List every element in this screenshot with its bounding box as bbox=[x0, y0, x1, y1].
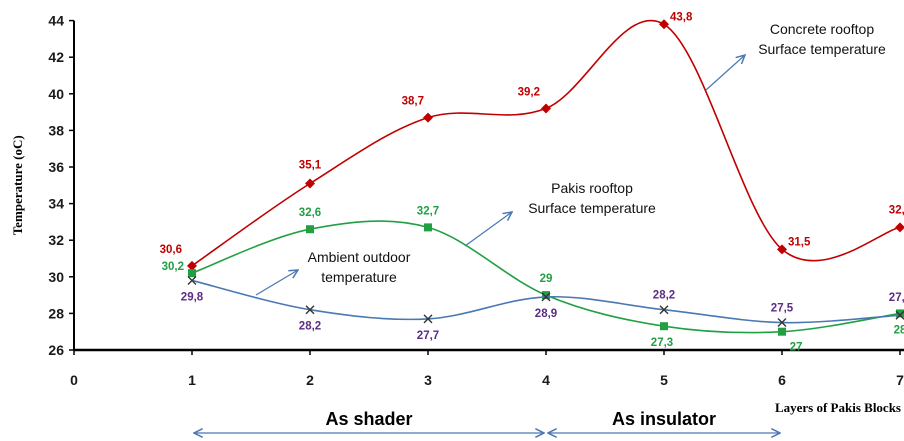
annotation-ambient: Ambient outdoor bbox=[308, 249, 411, 265]
annotation-arrow-ambient bbox=[255, 270, 298, 296]
data-label-ambient: 28,2 bbox=[299, 321, 321, 333]
x-tick-label: 5 bbox=[660, 372, 668, 388]
data-point-ambient bbox=[187, 275, 197, 285]
data-point-pakis bbox=[542, 291, 550, 300]
data-label-ambient: 28,9 bbox=[535, 308, 557, 320]
data-point-ambient bbox=[541, 292, 551, 302]
y-tick-label: 36 bbox=[48, 159, 64, 175]
data-point-concrete bbox=[777, 244, 787, 255]
data-label-ambient: 27,5 bbox=[771, 303, 794, 315]
data-label-concrete: 35,1 bbox=[299, 159, 322, 171]
data-label-pakis: 28 bbox=[894, 324, 904, 336]
data-label-concrete: 31,5 bbox=[788, 236, 811, 248]
y-tick-label: 30 bbox=[48, 269, 64, 285]
annotation-concrete: Concrete rooftop bbox=[770, 21, 874, 37]
data-label-pakis: 27 bbox=[790, 342, 803, 354]
data-label-ambient: 28,2 bbox=[653, 290, 675, 302]
annotation-arrow-concrete bbox=[705, 55, 745, 91]
data-point-concrete bbox=[423, 112, 433, 123]
data-point-pakis bbox=[424, 223, 432, 232]
y-tick-label: 38 bbox=[48, 122, 64, 138]
x-tick-label: 1 bbox=[188, 372, 196, 388]
x-tick-label: 7 bbox=[896, 372, 904, 388]
phase-label: As insulator bbox=[612, 409, 716, 429]
annotation-pakis: Surface temperature bbox=[528, 200, 656, 216]
data-point-concrete bbox=[305, 178, 315, 189]
y-tick-label: 44 bbox=[48, 13, 64, 29]
data-point-concrete bbox=[187, 260, 197, 271]
phase-label: As shader bbox=[325, 409, 412, 429]
annotation-ambient: temperature bbox=[321, 269, 397, 285]
data-label-pakis: 27,3 bbox=[651, 337, 673, 349]
x-axis-title: Layers of Pakis Blocks bbox=[775, 400, 901, 415]
data-point-ambient bbox=[777, 318, 787, 328]
y-tick-label: 40 bbox=[48, 86, 64, 102]
data-label-pakis: 32,7 bbox=[417, 205, 439, 217]
annotation-arrow-pakis bbox=[464, 212, 512, 247]
data-point-pakis bbox=[306, 225, 314, 234]
data-point-ambient bbox=[305, 305, 315, 315]
data-point-pakis bbox=[896, 309, 904, 318]
x-tick-label: 0 bbox=[70, 372, 78, 388]
data-label-pakis: 32,6 bbox=[299, 207, 321, 219]
y-tick-label: 32 bbox=[48, 232, 64, 248]
y-tick-label: 26 bbox=[48, 342, 64, 358]
data-point-pakis bbox=[660, 322, 668, 331]
y-axis-title: Temperature (oC) bbox=[10, 135, 25, 235]
data-point-concrete bbox=[895, 222, 904, 233]
data-label-concrete: 32,7 bbox=[889, 204, 904, 216]
data-label-ambient: 29,8 bbox=[181, 291, 204, 303]
annotation-pakis: Pakis rooftop bbox=[551, 180, 633, 196]
data-label-concrete: 39,2 bbox=[518, 86, 540, 98]
y-tick-label: 34 bbox=[48, 196, 64, 212]
y-tick-label: 42 bbox=[48, 49, 64, 65]
data-label-concrete: 38,7 bbox=[402, 96, 424, 108]
data-point-pakis bbox=[188, 269, 196, 278]
data-point-ambient bbox=[895, 310, 904, 320]
data-point-concrete bbox=[541, 103, 551, 114]
data-point-concrete bbox=[659, 19, 669, 30]
data-label-ambient: 27,9 bbox=[889, 292, 904, 304]
x-tick-label: 4 bbox=[542, 372, 550, 388]
data-point-pakis bbox=[778, 327, 786, 336]
series-line-concrete bbox=[191, 19, 901, 267]
x-tick-label: 3 bbox=[424, 372, 432, 388]
annotation-concrete: Surface temperature bbox=[758, 41, 886, 57]
data-label-ambient: 27,7 bbox=[417, 330, 439, 342]
data-point-ambient bbox=[659, 305, 669, 315]
y-tick-label: 28 bbox=[48, 305, 64, 321]
data-label-pakis: 30,2 bbox=[162, 261, 184, 273]
data-point-ambient bbox=[423, 314, 433, 324]
data-label-concrete: 43,8 bbox=[670, 11, 693, 23]
x-tick-label: 2 bbox=[306, 372, 314, 388]
x-tick-label: 6 bbox=[778, 372, 786, 388]
data-label-pakis: 29 bbox=[540, 273, 553, 285]
data-label-concrete: 30,6 bbox=[160, 244, 182, 256]
